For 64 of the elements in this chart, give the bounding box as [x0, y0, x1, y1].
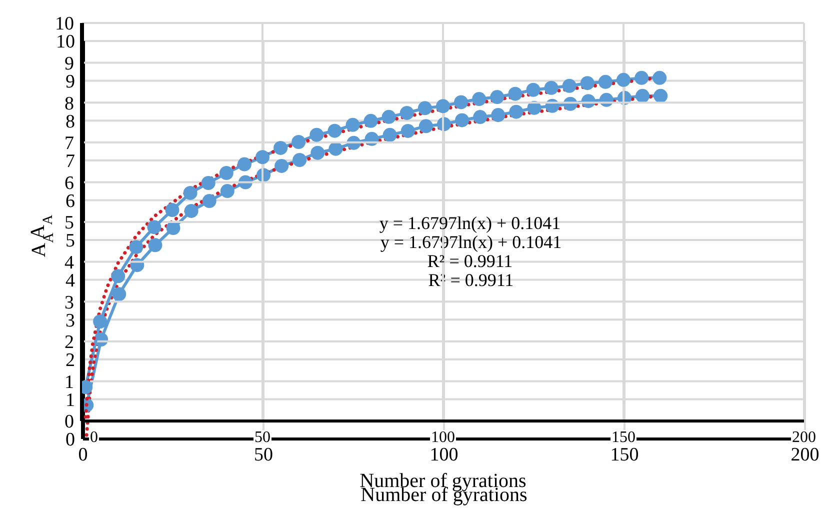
x-tick-label: 200 — [790, 444, 820, 466]
point — [473, 110, 488, 124]
point — [310, 146, 325, 160]
annotation: y = 1.6797ln(x) + 0.1041 — [378, 213, 562, 233]
point — [509, 104, 524, 119]
point — [382, 110, 396, 124]
point — [418, 119, 433, 134]
point — [112, 287, 126, 302]
point — [598, 74, 612, 89]
x-tick-label: 100 — [430, 444, 458, 466]
point — [472, 92, 486, 106]
point — [634, 70, 649, 85]
point — [491, 108, 506, 122]
point — [93, 314, 108, 328]
point — [580, 76, 594, 90]
point — [237, 157, 252, 172]
point — [166, 221, 180, 236]
point — [274, 158, 289, 173]
point — [220, 184, 234, 198]
point — [274, 140, 288, 155]
point — [201, 176, 216, 190]
point — [616, 72, 630, 87]
x-tick-label: 150 — [612, 429, 636, 446]
point — [183, 186, 198, 200]
x-tick-label: 50 — [254, 444, 273, 466]
point — [165, 203, 180, 218]
point — [292, 135, 306, 149]
x-tick-label: 100 — [431, 429, 455, 446]
point — [129, 240, 144, 254]
annotation: R² = 0.9911 — [427, 251, 514, 271]
point — [636, 88, 650, 103]
point — [400, 106, 414, 120]
point — [382, 128, 397, 142]
point — [147, 220, 162, 234]
point — [454, 95, 468, 110]
x-tick-label: 200 — [792, 429, 816, 446]
point — [544, 80, 558, 95]
x-tick-label: 50 — [254, 429, 270, 446]
point — [400, 124, 415, 138]
point — [184, 204, 198, 218]
point — [418, 101, 432, 116]
point — [436, 99, 450, 114]
point — [219, 166, 234, 180]
point — [202, 194, 216, 208]
point — [346, 118, 360, 132]
point — [654, 88, 668, 103]
point — [256, 150, 270, 164]
point — [562, 78, 576, 93]
point — [328, 124, 342, 138]
x-tick-label: 150 — [610, 444, 639, 466]
point — [148, 238, 162, 252]
y-tick-label: 0 — [64, 412, 74, 433]
point — [526, 82, 540, 97]
point — [328, 142, 343, 156]
x-tick-label: 0 — [90, 429, 98, 446]
point — [111, 269, 126, 284]
annotation: y = 1.6797ln(x) + 0.1041 — [380, 232, 563, 252]
point — [455, 113, 470, 128]
point — [364, 114, 378, 128]
point — [310, 128, 324, 142]
point — [490, 90, 504, 104]
point — [508, 86, 522, 101]
point — [292, 153, 307, 167]
point — [652, 70, 667, 85]
